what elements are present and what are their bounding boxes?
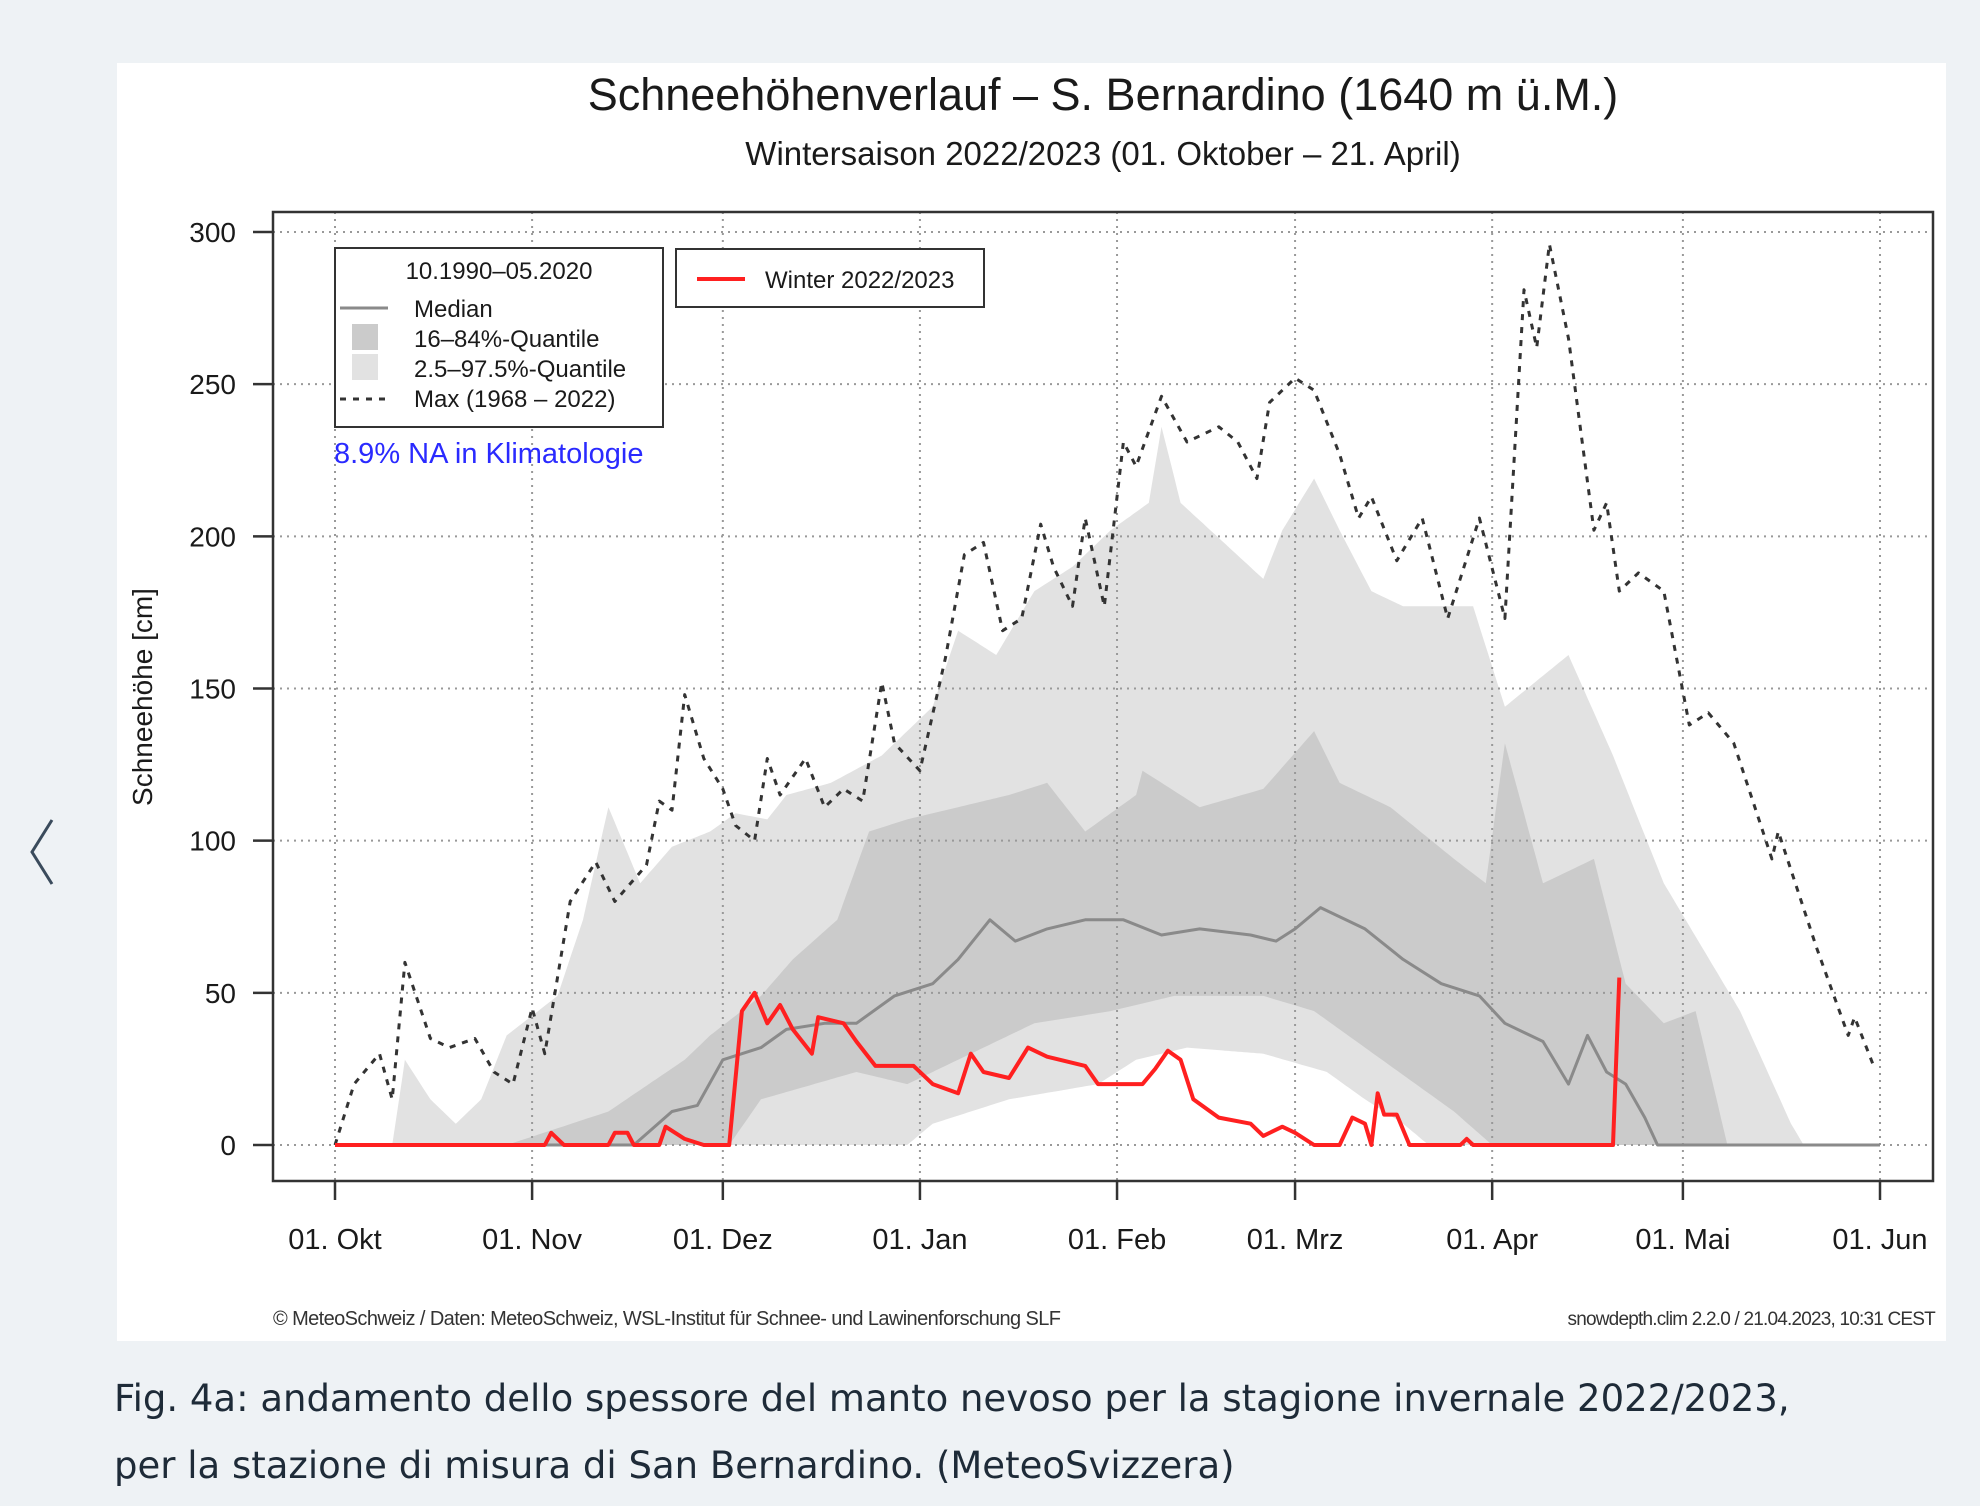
legend-median-label: Median [414, 296, 493, 323]
legend-current-label: Winter 2022/2023 [765, 267, 954, 294]
x-tick-label: 01. Apr [1446, 1224, 1538, 1256]
y-axis-label: Schneehöhe [cm] [127, 588, 158, 806]
legend-max-label: Max (1968 – 2022) [414, 386, 615, 413]
x-tick-label: 01. Okt [288, 1224, 382, 1256]
x-axis: 01. Okt 01. Nov 01. Dez 01. Jan 01. Feb 01. M… [288, 1181, 1928, 1256]
band-16-84-quantile [335, 731, 1880, 1145]
caption-line-1: Fig. 4a: andamento dello spessore del ma… [114, 1377, 1790, 1420]
x-tick-label: 01. Mrz [1247, 1224, 1344, 1256]
median-line [335, 906, 1880, 1147]
legend-climatology: 10.1990–05.2020 Median 16–84%-Quantile 2… [334, 247, 664, 428]
y-tick-label: 100 [189, 826, 236, 857]
legend-q84-swatch [352, 324, 378, 350]
previous-slide-button[interactable] [22, 812, 62, 892]
x-tick-label: 01. Jan [872, 1224, 967, 1256]
y-axis: 0 50 100 150 200 250 300 [189, 217, 273, 1161]
chevron-left-icon [30, 819, 54, 885]
footer-credits: © MeteoSchweiz / Daten: MeteoSchweiz, WS… [273, 1308, 1061, 1330]
series-lines [333, 242, 1880, 1147]
legend-title: 10.1990–05.2020 [406, 258, 593, 285]
plot-frame [271, 210, 1935, 1183]
winter-2022-2023-line [335, 977, 1622, 1147]
figure-caption: Fig. 4a: andamento dello spessore del ma… [114, 1365, 1954, 1499]
y-tick-label: 150 [189, 674, 236, 705]
y-tick-label: 50 [205, 978, 236, 1009]
chart-subtitle: Wintersaison 2022/2023 (01. Oktober – 21… [745, 135, 1460, 172]
legend-q975-swatch [352, 354, 378, 380]
legend-current: Winter 2022/2023 [675, 248, 985, 308]
y-tick-label: 200 [189, 521, 236, 552]
footer-version: snowdepth.clim 2.2.0 / 21.04.2023, 10:31… [1568, 1309, 1937, 1330]
legend-q84-label: 16–84%-Quantile [414, 326, 599, 353]
x-tick-label: 01. Dez [673, 1224, 773, 1256]
x-tick-label: 01. Feb [1068, 1224, 1166, 1256]
na-annotation: 8.9% NA in Klimatologie [334, 438, 644, 470]
chart-title: Schneehöhenverlauf – S. Bernardino (1640… [588, 69, 1619, 120]
max-line [333, 242, 1875, 1146]
y-tick-label: 0 [220, 1130, 236, 1161]
y-tick-label: 300 [189, 217, 236, 248]
y-tick-label: 250 [189, 369, 236, 400]
legend-q975-label: 2.5–97.5%-Quantile [414, 356, 626, 383]
caption-line-2: per la stazione di misura di San Bernard… [114, 1444, 1235, 1487]
quantile-bands [335, 426, 1880, 1145]
x-tick-label: 01. Nov [482, 1224, 582, 1256]
x-tick-label: 01. Jun [1832, 1224, 1927, 1256]
x-tick-label: 01. Mai [1635, 1224, 1730, 1256]
